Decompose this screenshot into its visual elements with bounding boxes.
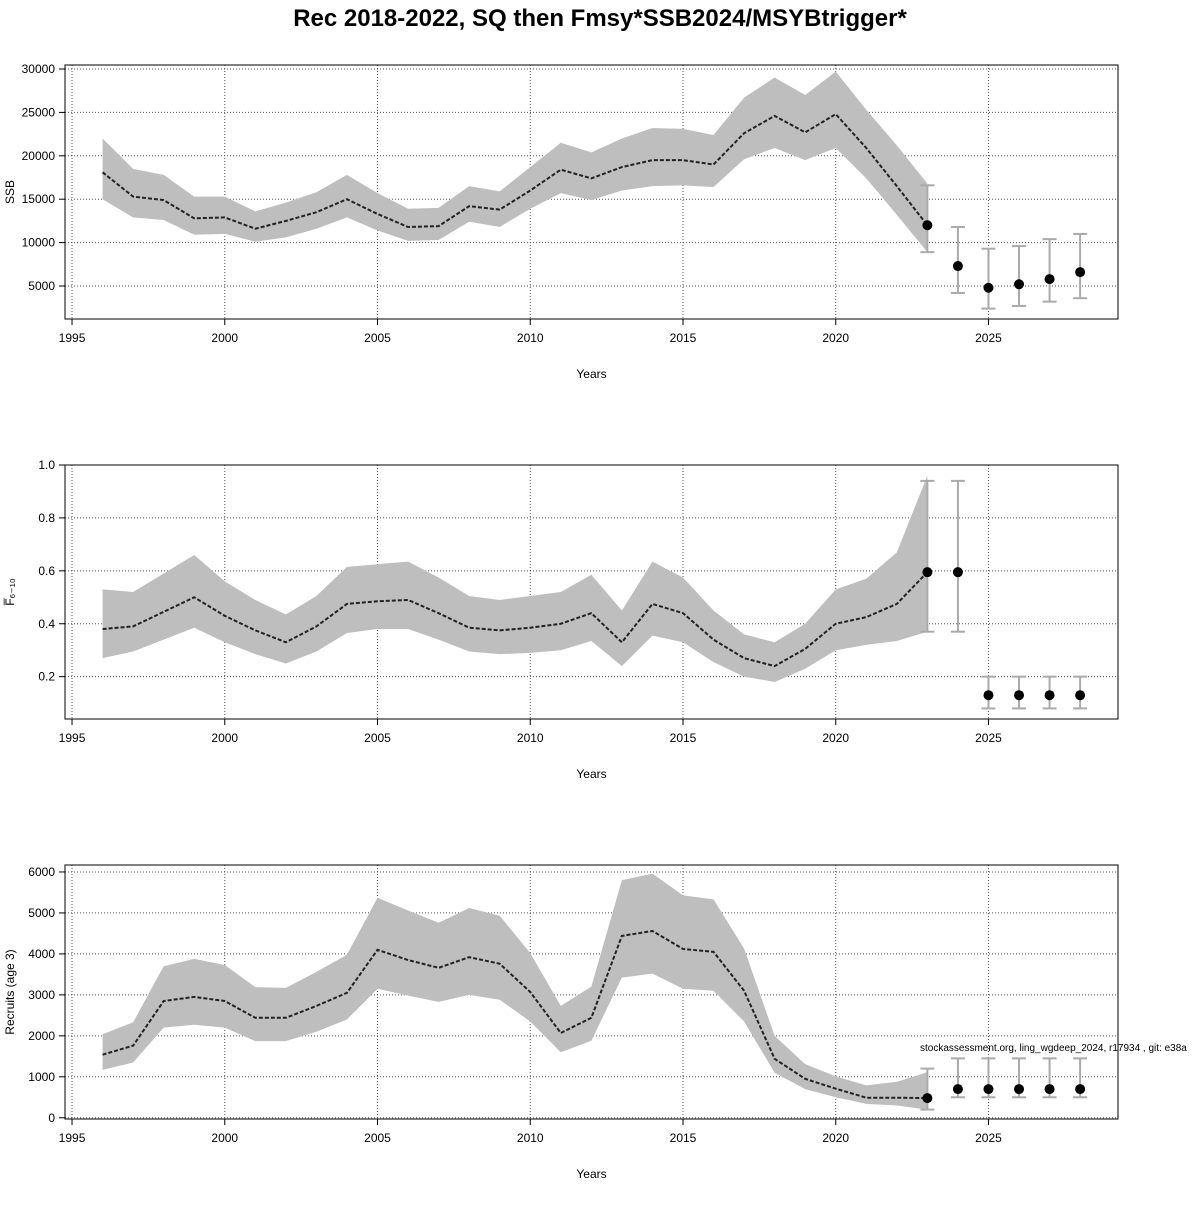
y-axis-label: SSB [3,180,17,204]
panel: 1995 2000 2005 2010 2015 2020 2025 0 1000 2000 300… [3,864,1119,1181]
projection-point [1075,267,1086,278]
x-tick-label: 2020 [822,1131,849,1145]
panel: 1995 2000 2005 2010 2015 2020 2025 5000 10000 150… [3,62,1119,381]
x-axis-label: Years [576,1167,606,1181]
projection-point [1044,690,1055,701]
projection-point [1075,690,1086,701]
x-tick-label: 1995 [59,731,86,745]
confidence-band [102,873,928,1110]
annotation: stockassessment.org, ling_wgdeep_2024, r… [920,1043,1187,1054]
x-tick-label: 2020 [822,731,849,745]
x-tick-label: 2015 [670,331,697,345]
projection-point [922,1093,933,1104]
y-tick-label: 15000 [22,192,56,206]
projection-point [1014,1084,1025,1095]
y-tick-label: 2000 [28,1029,55,1043]
projection-point [952,567,963,578]
x-tick-label: 2000 [211,331,238,345]
x-tick-label: 2025 [975,731,1002,745]
y-tick-label: 1000 [28,1070,55,1084]
estimate-line [102,571,929,668]
y-tick-label: 0.4 [38,617,55,631]
y-tick-label: 6000 [28,865,55,879]
estimate-line [102,929,928,1100]
y-tick-label: 5000 [28,906,55,920]
projection-point [952,261,963,272]
projection-point [1044,1084,1055,1095]
x-tick-label: 2000 [211,731,238,745]
x-tick-label: 2020 [822,331,849,345]
projection-point [922,220,933,231]
y-tick-label: 5000 [28,279,55,293]
x-tick-label: 2015 [670,1131,697,1145]
x-tick-label: 2010 [517,731,544,745]
x-tick-label: 2005 [364,331,391,345]
x-tick-label: 2005 [364,1131,391,1145]
plot-frame [64,64,1119,320]
y-tick-label: 4000 [28,947,55,961]
y-tick-label: 10000 [22,236,56,250]
plot-frame [64,464,1119,720]
x-axis-label: Years [576,767,606,781]
chart-title: Rec 2018-2022, SQ then Fmsy*SSB2024/MSYB… [293,5,907,32]
x-tick-label: 2025 [975,1131,1002,1145]
y-axis-label: Recruits (age 3) [3,949,17,1034]
projection-point [952,1084,963,1095]
projection-point [922,567,933,578]
confidence-band [102,475,928,682]
x-tick-label: 2005 [364,731,391,745]
y-tick-label: 30000 [22,62,56,76]
projection-point [1075,1084,1086,1095]
x-axis-label: Years [576,367,606,381]
x-tick-label: 2010 [517,1131,544,1145]
y-tick-label: 0.2 [38,670,55,684]
y-tick-label: 25000 [22,105,56,119]
y-tick-label: 0 [48,1111,55,1125]
y-tick-label: 0.6 [38,564,55,578]
x-tick-label: 2010 [517,331,544,345]
x-tick-label: 2000 [211,1131,238,1145]
y-tick-label: 20000 [22,149,56,163]
plot-frame [64,864,1119,1120]
projection-point [983,282,994,293]
x-tick-label: 1995 [59,331,86,345]
x-tick-label: 2015 [670,731,697,745]
projection-point [983,1084,994,1095]
projection-point [1014,279,1025,290]
projection-point [983,690,994,701]
estimate-line [101,112,929,230]
y-tick-label: 1.0 [38,458,55,472]
x-tick-label: 1995 [59,1131,86,1145]
y-tick-label: 3000 [28,988,55,1002]
x-tick-label: 2025 [975,331,1002,345]
y-axis-label: F̅₆₋₁₀ [3,578,17,606]
confidence-band [102,71,928,253]
projection-point [1014,690,1025,701]
panel: 1995 2000 2005 2010 2015 2020 2025 0.2 0.4 0.6 0.8… [3,458,1119,781]
y-tick-label: 0.8 [38,511,55,525]
projection-point [1044,274,1055,285]
